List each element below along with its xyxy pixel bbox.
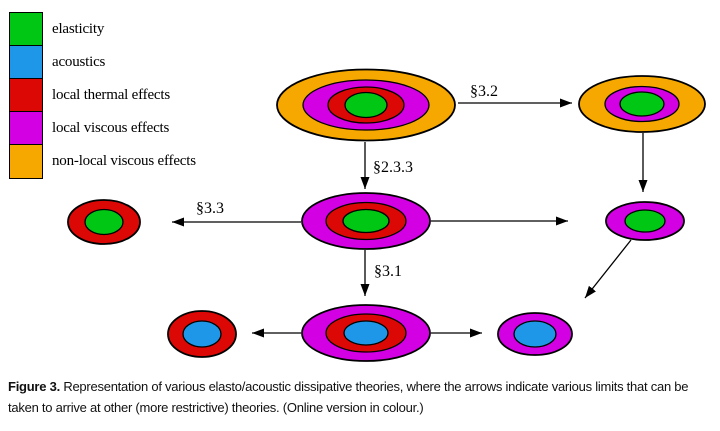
legend: elasticity acoustics local thermal effec… xyxy=(9,11,196,179)
bottom-left-acoustics-region xyxy=(182,320,222,348)
arrow-mid-right-diagonal xyxy=(584,239,632,299)
figure-number-label: Figure 3. xyxy=(8,379,60,394)
legend-item-non-local-viscous: non-local viscous effects xyxy=(9,143,196,179)
arrow-label-top-center-to-top-right: §3.2 xyxy=(470,83,498,100)
node-mid-right xyxy=(605,201,685,241)
mid-left-elasticity-region xyxy=(84,208,124,236)
arrow-label-mid-center-to-mid-left: §3.3 xyxy=(196,200,224,217)
legend-item-elasticity: elasticity xyxy=(9,11,196,47)
non-local-viscous-swatch xyxy=(9,143,43,179)
figure-caption: Figure 3. Representation of various elas… xyxy=(8,376,715,418)
arrows-layer: §3.2 §2.3.3 §3.3 §3.1 xyxy=(172,83,648,338)
legend-item-local-thermal: local thermal effects xyxy=(9,77,196,113)
local-viscous-swatch xyxy=(9,110,43,146)
arrow-label-mid-center-to-bottom: §3.1 xyxy=(374,263,402,280)
legend-item-acoustics: acoustics xyxy=(9,44,196,80)
legend-label: non-local viscous effects xyxy=(52,152,196,169)
top-center-elasticity-region xyxy=(344,91,388,119)
node-mid-left xyxy=(67,199,141,245)
legend-label: local viscous effects xyxy=(52,119,170,136)
node-bottom-center xyxy=(301,304,431,362)
arrow-label-top-center-to-mid-center: §2.3.3 xyxy=(373,159,413,176)
mid-right-elasticity-region xyxy=(624,209,666,233)
bottom-center-acoustics-region xyxy=(343,320,389,346)
node-mid-center xyxy=(301,192,431,250)
node-bottom-right xyxy=(497,312,573,356)
legend-item-local-viscous: local viscous effects xyxy=(9,110,196,146)
nodes-layer xyxy=(67,68,706,362)
node-top-center xyxy=(276,68,456,142)
node-top-right xyxy=(578,75,706,133)
legend-label: elasticity xyxy=(52,20,105,37)
caption-text: Representation of various elasto/acousti… xyxy=(8,379,689,415)
bottom-right-acoustics-region xyxy=(513,320,557,348)
node-bottom-left xyxy=(167,310,237,358)
legend-label: acoustics xyxy=(52,53,106,70)
elasticity-swatch xyxy=(9,11,43,47)
legend-label: local thermal effects xyxy=(52,86,170,103)
mid-center-elasticity-region xyxy=(342,208,390,234)
top-right-elasticity-region xyxy=(619,91,665,117)
local-thermal-swatch xyxy=(9,77,43,113)
acoustics-swatch xyxy=(9,44,43,80)
